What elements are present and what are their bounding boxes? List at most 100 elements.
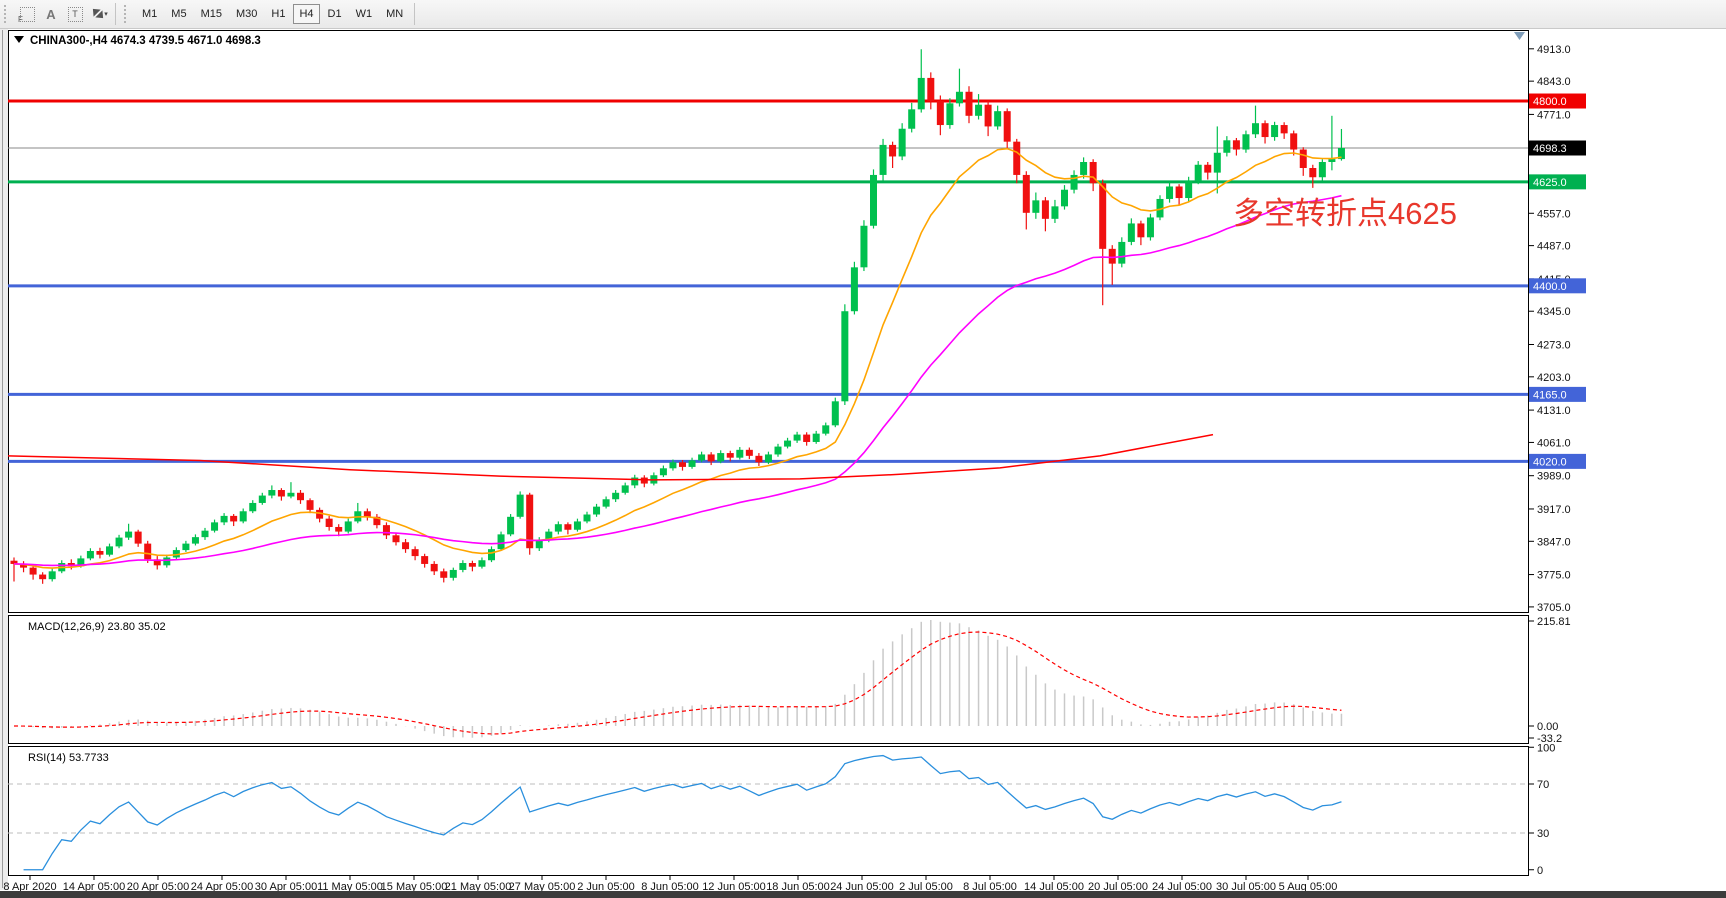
time-tick-label: 24 Jul 05:00 (1152, 881, 1212, 893)
price-tick-label: 3989.0 (1537, 471, 1571, 483)
window-bottom-edge (0, 891, 1726, 898)
ma-mid-magenta (13, 194, 1342, 567)
rsi-tick-label: 100 (1537, 742, 1555, 754)
price-badge (1529, 93, 1586, 109)
price-badge-label: 4625.0 (1533, 177, 1567, 189)
price-badge (1529, 278, 1586, 294)
object-tools-group: F A T ▾ (15, 0, 111, 28)
timeframe-d1-button[interactable]: D1 (322, 4, 348, 24)
timeframe-m1-button[interactable]: M1 (136, 4, 163, 24)
time-tick-label: 20 Jul 05:00 (1088, 881, 1148, 893)
main-pane (8, 30, 1529, 613)
price-tick-label: 4203.0 (1537, 372, 1571, 384)
price-tick-label: 4843.0 (1537, 76, 1571, 88)
rsi-tick-label: 30 (1537, 828, 1549, 840)
timeframe-w1-button[interactable]: W1 (350, 4, 379, 24)
timeframe-h1-button[interactable]: H1 (265, 4, 291, 24)
price-tick-label: 3847.0 (1537, 536, 1571, 548)
toolbar: F A T ▾ M1 M5 M15 M30 H1 H4 D1 W1 MN (0, 0, 1726, 29)
ma-fast-orange (13, 147, 1342, 569)
text-label-icon[interactable]: A (46, 6, 56, 22)
price-tick-label: 4061.0 (1537, 437, 1571, 449)
timeframe-h4-button[interactable]: H4 (293, 4, 320, 24)
f-mark: F (18, 15, 23, 24)
time-tick-label: 24 Apr 05:00 (191, 881, 253, 893)
price-tick-label: 4345.0 (1537, 306, 1571, 318)
window-left-edge (0, 28, 8, 890)
toolbar-separator-2 (414, 3, 416, 25)
t-box: T (67, 6, 83, 22)
time-tick-label: 11 May 05:00 (317, 881, 383, 893)
timeframe-toolbar: M1 M5 M15 M30 H1 H4 D1 W1 MN (135, 0, 410, 28)
dotted-box (19, 6, 35, 22)
time-tick-label: 20 Apr 05:00 (127, 881, 189, 893)
price-badge (1529, 140, 1586, 156)
price-badge-label: 4020.0 (1533, 456, 1567, 468)
price-badge-label: 4698.3 (1533, 143, 1567, 155)
price-badge-label: 4800.0 (1533, 96, 1567, 108)
rsi-line (23, 754, 1342, 871)
symbol-dropdown-icon[interactable] (14, 36, 24, 43)
time-axis: 8 Apr 2020 14 Apr 05:00 20 Apr 05:00 24 Apr… (3, 875, 1337, 893)
rsi-label: RSI(14) 53.7733 (28, 752, 109, 764)
time-tick-label: 8 Apr 2020 (3, 881, 56, 893)
price-tick-label: 4487.0 (1537, 241, 1571, 253)
time-tick-label: 21 May 05:00 (445, 881, 512, 893)
time-tick-label: 8 Jun 05:00 (641, 881, 699, 893)
time-tick-label: 5 Aug 05:00 (1279, 881, 1338, 893)
time-tick-label: 30 Apr 05:00 (255, 881, 317, 893)
time-tick-label: 8 Jul 05:00 (963, 881, 1017, 893)
ma-long-red (7, 433, 1214, 481)
scroll-to-end-icon[interactable] (1514, 32, 1525, 40)
symbol-ohlc-line: CHINA300-,H4 4674.3 4739.5 4671.0 4698.3 (30, 35, 261, 47)
timeframe-m15-button[interactable]: M15 (195, 4, 228, 24)
price-axis: 4913.04843.04771.04557.04487.04415.04345… (1529, 44, 1586, 614)
text-tool-icon[interactable]: T (64, 4, 86, 24)
price-badge (1529, 174, 1586, 190)
rsi-tick-label: 0 (1537, 865, 1543, 877)
timeframe-mn-button[interactable]: MN (380, 4, 409, 24)
timeframe-m5-button[interactable]: M5 (165, 4, 192, 24)
dropdown-caret-icon[interactable]: ▾ (104, 11, 108, 18)
rsi-tick-label: 70 (1537, 779, 1549, 791)
annotation-text[interactable]: 多空转折点4625 (1233, 196, 1457, 231)
toolbar-separator (115, 3, 116, 25)
time-tick-label: 12 Jun 05:00 (702, 881, 766, 893)
time-tick-label: 30 Jul 05:00 (1216, 881, 1276, 893)
time-tick-label: 14 Jul 05:00 (1024, 881, 1084, 893)
time-tick-label: 18 Jun 05:00 (766, 881, 830, 893)
time-tick-label: 15 May 05:00 (381, 881, 448, 893)
price-badge (1529, 386, 1586, 402)
candles (10, 49, 1345, 584)
price-tick-label: 3917.0 (1537, 504, 1571, 516)
time-tick-label: 2 Jun 05:00 (577, 881, 635, 893)
toolbar-grip[interactable] (4, 5, 10, 23)
price-tick-label: 3705.0 (1537, 602, 1571, 614)
time-tick-label: 27 May 05:00 (509, 881, 576, 893)
price-badge-label: 4400.0 (1533, 281, 1567, 293)
price-tick-label: 4771.0 (1537, 109, 1571, 121)
template-grid-icon[interactable]: F (16, 4, 38, 24)
macd-tick-label: -33.2 (1537, 733, 1562, 745)
timeframe-grip[interactable] (124, 5, 130, 23)
time-tick-label: 2 Jul 05:00 (899, 881, 953, 893)
timeframe-m30-button[interactable]: M30 (230, 4, 263, 24)
macd-signal-line (13, 631, 1342, 735)
time-tick-label: 24 Jun 05:00 (830, 881, 894, 893)
price-tick-label: 4273.0 (1537, 339, 1571, 351)
price-badge (1529, 453, 1586, 469)
cursor-tools-icon[interactable]: ▾ (88, 4, 110, 24)
time-tick-label: 14 Apr 05:00 (63, 881, 125, 893)
macd-indicator: 215.81 0.00-33.2 (22, 616, 1571, 745)
price-badge-label: 4165.0 (1533, 389, 1567, 401)
price-tick-label: 3775.0 (1537, 570, 1571, 582)
price-tick-label: 4913.0 (1537, 44, 1571, 56)
macd-label: MACD(12,26,9) 23.80 35.02 (28, 621, 166, 633)
macd-tick-label: 215.81 (1537, 616, 1571, 628)
rsi-indicator: 100 70 30 0 (8, 742, 1555, 877)
price-tick-label: 4131.0 (1537, 405, 1571, 417)
price-tick-label: 4557.0 (1537, 208, 1571, 220)
rsi-pane (8, 746, 1529, 876)
macd-tick-label: 0.00 (1537, 721, 1558, 733)
